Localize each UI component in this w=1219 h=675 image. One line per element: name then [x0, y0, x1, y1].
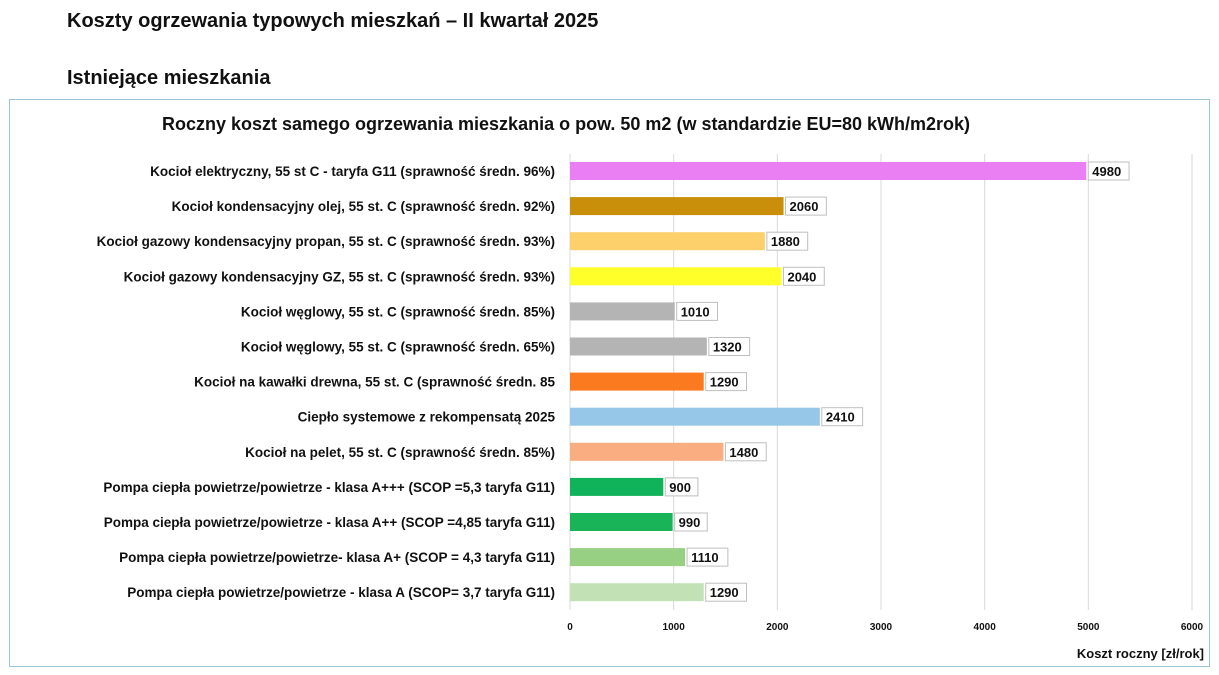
x-tick-label: 6000 — [1181, 622, 1204, 633]
bar — [570, 407, 820, 426]
category-label: Kocioł na kawałki drewna, 55 st. C (spra… — [194, 375, 555, 390]
category-label: Kocioł na pelet, 55 st. C (sprawność śre… — [245, 445, 555, 460]
bar — [570, 477, 664, 496]
category-label: Pompa ciepła powietrze/powietrze - klasa… — [104, 515, 555, 530]
bars — [570, 162, 1087, 602]
category-label: Kocioł kondensacyjny olej, 55 st. C (spr… — [172, 199, 555, 214]
data-label-box — [705, 582, 748, 602]
bar — [570, 337, 707, 356]
x-tick-labels: 0 1000 2000 3000 4000 5000 6000 — [567, 622, 1203, 633]
data-label-box — [674, 512, 708, 532]
category-label: Kocioł węglowy, 55 st. C (sprawność śred… — [241, 340, 555, 355]
gridlines — [569, 154, 1193, 610]
x-axis-title: Koszt roczny [zł/rok] — [1077, 646, 1204, 661]
bar — [570, 442, 724, 461]
data-label: 900 — [669, 480, 691, 495]
data-label-box — [1087, 161, 1130, 181]
data-label-box — [782, 266, 825, 286]
data-label: 1880 — [771, 234, 800, 249]
x-tick-label: 2000 — [766, 622, 789, 633]
data-label: 4980 — [1092, 164, 1121, 179]
category-label: Pompa ciepła powietrze/powietrze- klasa … — [119, 550, 555, 565]
x-tick-label: 4000 — [974, 622, 997, 633]
bar — [570, 232, 765, 251]
category-label: Kocioł gazowy kondensacyjny GZ, 55 st. C… — [124, 269, 555, 284]
data-label: 1480 — [729, 445, 758, 460]
data-label-box — [664, 477, 699, 497]
bar — [570, 513, 673, 531]
data-label: 1290 — [710, 375, 739, 390]
value-labels: 4980 2060 1880 2040 1010 1320 1290 2410 1480 900 9… — [664, 161, 1130, 602]
data-label: 990 — [679, 515, 701, 530]
data-label: 2060 — [790, 199, 819, 214]
category-label: Pompa ciepła powietrze/powietrze - klasa… — [103, 480, 555, 495]
data-label: 1290 — [710, 585, 739, 600]
x-tick-label: 3000 — [870, 622, 893, 633]
data-label-box — [676, 301, 719, 321]
category-label: Kocioł węglowy, 55 st. C (sprawność śred… — [241, 304, 555, 319]
bar — [570, 302, 675, 321]
x-tick-label: 5000 — [1077, 622, 1100, 633]
category-label: Kocioł gazowy kondensacyjny propan, 55 s… — [97, 234, 555, 249]
data-label-box — [766, 231, 809, 251]
chart-title: Roczny koszt samego ogrzewania mieszkani… — [162, 114, 970, 134]
data-label: 2040 — [787, 269, 816, 284]
x-tick-label: 1000 — [663, 622, 686, 633]
bar — [570, 267, 782, 286]
data-label: 2410 — [826, 410, 855, 425]
data-label-box — [821, 407, 864, 427]
page-title: Koszty ogrzewania typowych mieszkań – II… — [67, 10, 599, 32]
bar — [570, 197, 784, 216]
data-label-box — [785, 196, 827, 216]
data-label: 1110 — [691, 550, 719, 565]
x-tick-label: 0 — [567, 622, 573, 633]
category-label: Kocioł elektryczny, 55 st C - taryfa G11… — [150, 164, 555, 179]
bar — [570, 372, 704, 391]
bar — [570, 548, 686, 567]
category-label: Pompa ciepła powietrze/powietrze - klasa… — [127, 585, 555, 600]
category-labels: Kocioł elektryczny, 55 st C - taryfa G11… — [97, 164, 556, 600]
data-label-box — [724, 442, 767, 462]
category-label: Ciepło systemowe z rekompensatą 2025 — [298, 410, 556, 425]
data-label: 1010 — [681, 304, 710, 319]
bar — [570, 583, 704, 602]
section-title: Istniejące mieszkania — [67, 67, 271, 89]
data-label-box — [705, 372, 748, 392]
bar — [570, 162, 1087, 180]
data-label-box — [686, 547, 729, 567]
data-label: 1320 — [713, 340, 742, 355]
data-label-box — [708, 337, 751, 356]
